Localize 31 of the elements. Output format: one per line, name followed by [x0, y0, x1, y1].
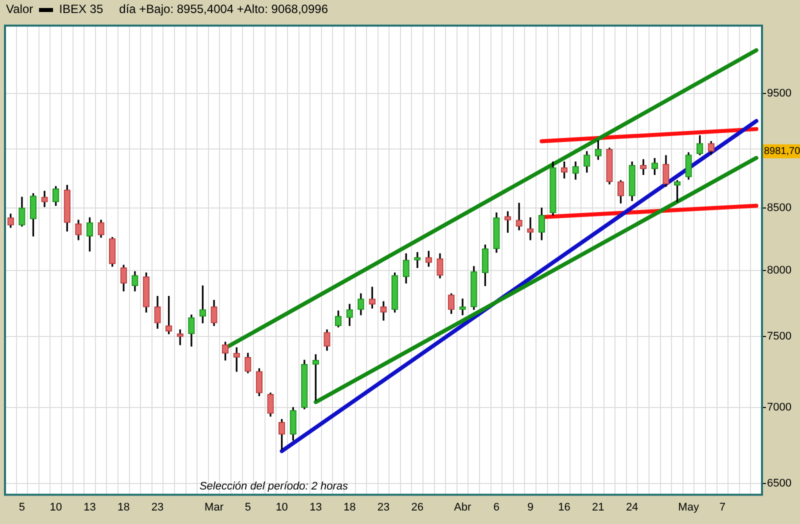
chart-title: Valor	[6, 2, 34, 16]
y-tick-label: 6500	[767, 478, 792, 490]
x-tick-label: May	[678, 501, 700, 514]
y-tick-label: 7500	[767, 330, 792, 343]
annotation: Selección del período: 2 horas	[199, 480, 349, 492]
x-tick-label: 21	[592, 501, 604, 514]
x-tick-label: 10	[276, 501, 288, 514]
x-tick-label: 5	[244, 501, 251, 514]
x-tick-label: 7	[719, 501, 726, 514]
x-tick-label: 24	[626, 501, 638, 514]
chart-subtitle: día +Bajo: 8955,4004 +Alto: 9068,0996	[119, 2, 328, 16]
y-tick-label: 8000	[767, 264, 792, 276]
x-tick-label: 9	[527, 501, 534, 514]
x-tick-label: Mar	[204, 501, 224, 514]
x-tick-label: 26	[411, 501, 424, 514]
x-tick-label: 23	[151, 501, 164, 514]
x-tick-label: 5	[18, 501, 26, 514]
y-tick-label: 7000	[767, 402, 792, 414]
x-tick-label: 18	[343, 501, 356, 514]
x-tick-label: 13	[310, 501, 322, 514]
annotation: 8981,70	[764, 146, 800, 158]
x-tick-label: 18	[118, 501, 130, 514]
x-tick-label: 16	[558, 501, 570, 514]
y-tick-label: 9500	[767, 88, 792, 100]
x-tick-label: Abr	[454, 501, 472, 514]
text: IBEX 35	[59, 2, 104, 16]
x-tick-label: 13	[84, 501, 96, 514]
x-tick-label: 23	[377, 501, 390, 514]
y-tick-label: 8500	[767, 202, 792, 214]
x-tick-label: 6	[493, 501, 500, 514]
x-tick-label: 10	[50, 501, 62, 514]
